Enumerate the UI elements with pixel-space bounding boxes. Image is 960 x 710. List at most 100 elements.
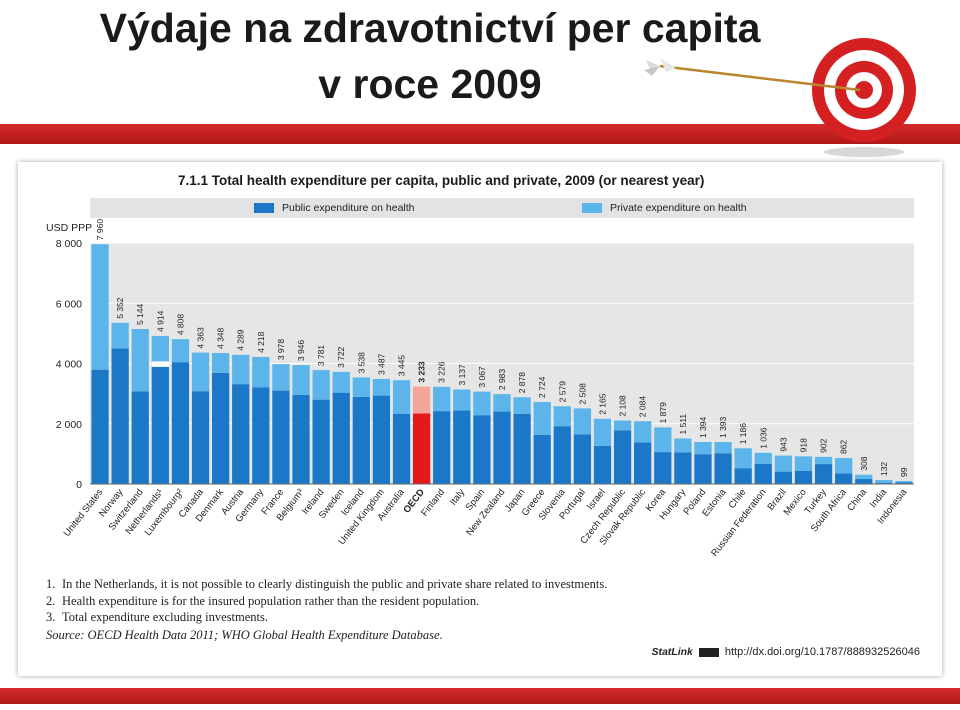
bar-public	[453, 410, 471, 484]
bar-public	[372, 395, 391, 484]
bar-private	[654, 427, 672, 453]
bar-private	[111, 322, 129, 349]
value-label: 2 878	[517, 372, 527, 394]
value-label: 4 348	[216, 327, 226, 349]
value-label: 5 144	[135, 303, 145, 325]
bar-public	[634, 442, 652, 484]
legend-swatch-private	[582, 203, 602, 213]
bar-public	[211, 372, 230, 484]
value-label: 4 808	[175, 314, 185, 336]
value-label: 1 879	[658, 402, 668, 424]
legend-swatch-public	[254, 203, 274, 213]
value-label: 7 960	[95, 219, 105, 241]
value-label: 2 983	[497, 369, 507, 391]
bar-private	[131, 329, 149, 392]
value-label: 3 487	[376, 353, 386, 375]
bar-public	[835, 473, 853, 484]
value-label: 862	[839, 440, 849, 454]
bar-public	[814, 464, 833, 484]
value-label: 2 508	[577, 383, 587, 405]
y-tick-label: 8 000	[56, 238, 82, 250]
bar-private	[232, 354, 250, 385]
bar-private	[171, 339, 190, 363]
bar-private	[573, 408, 592, 435]
bar-public	[171, 362, 190, 484]
bar-public	[533, 434, 551, 484]
bar-public	[774, 471, 793, 484]
value-label: 1 393	[718, 416, 728, 438]
bar-private	[553, 406, 571, 427]
header-divider-bar	[0, 124, 960, 144]
value-label: 2 084	[638, 396, 648, 418]
value-label: 3 722	[336, 346, 346, 368]
value-label: 5 352	[115, 297, 125, 319]
bar-public	[91, 369, 109, 484]
bar-public	[412, 413, 431, 484]
value-label: 3 067	[477, 366, 487, 388]
bar-private	[855, 474, 873, 480]
bar-public	[292, 394, 310, 484]
bar-public	[553, 426, 571, 484]
bar-private	[191, 352, 210, 392]
bar-public	[191, 391, 210, 484]
bar-private	[513, 397, 531, 414]
figure-card: 7.1.1 Total health expenditure per capit…	[18, 162, 942, 676]
value-label: 4 218	[256, 331, 266, 353]
value-label: 4 363	[196, 327, 206, 349]
bar-public	[252, 387, 270, 484]
bar-public	[111, 348, 129, 484]
arrow-icon	[644, 58, 861, 92]
bar-public	[794, 470, 813, 484]
value-label: 132	[879, 462, 889, 476]
legend-label-private: Private expenditure on health	[610, 202, 747, 214]
statlink: StatLink http://dx.doi.org/10.1787/88893…	[651, 646, 920, 658]
bar-private	[433, 386, 451, 412]
bar-public	[875, 482, 893, 484]
value-label: 3 445	[397, 355, 407, 377]
bar-private	[272, 364, 290, 391]
value-label: 3 978	[276, 339, 286, 361]
footnotes: 1. In the Netherlands, it is not possible…	[46, 576, 607, 626]
value-label: 943	[778, 437, 788, 451]
value-label: 2 108	[618, 395, 628, 417]
bar-private	[674, 438, 692, 453]
bar-public	[131, 391, 149, 484]
legend-item-private: Private expenditure on health	[582, 202, 747, 214]
bar-private	[875, 480, 893, 483]
bar-public	[754, 463, 772, 484]
value-label: 3 233	[417, 361, 427, 383]
footer-divider-bar	[0, 688, 960, 704]
bar-private	[332, 371, 350, 393]
bar-public	[473, 415, 491, 484]
bar-private	[91, 244, 109, 370]
value-label: 3 538	[356, 352, 366, 374]
bar-public	[272, 390, 290, 484]
y-tick-label: 2 000	[56, 419, 82, 431]
bar-public	[694, 454, 712, 484]
value-label: 99	[899, 467, 909, 477]
bar-private	[151, 335, 169, 367]
value-label: 308	[859, 456, 869, 470]
bar-public	[654, 452, 672, 484]
value-label: 3 137	[457, 364, 467, 386]
bar-public	[855, 479, 873, 484]
statlink-logo-icon	[698, 647, 719, 657]
bar-private	[835, 458, 853, 474]
bar-private	[392, 380, 411, 414]
bar-unattributed	[151, 361, 169, 367]
bar-private	[453, 389, 471, 411]
bar-public	[573, 434, 592, 484]
bar-private	[593, 418, 612, 446]
value-label: 902	[819, 438, 829, 452]
bar-private	[493, 394, 511, 412]
bar-private	[774, 455, 793, 472]
bar-private	[252, 356, 270, 388]
footnote-2: 2. Health expenditure is for the insured …	[46, 593, 480, 608]
chart-title: 7.1.1 Total health expenditure per capit…	[178, 173, 705, 188]
bar-public	[714, 453, 732, 484]
bar-private	[814, 456, 833, 465]
statlink-url[interactable]: http://dx.doi.org/10.1787/888932526046	[724, 646, 920, 658]
bar-public	[895, 482, 913, 484]
y-tick-label: 0	[76, 479, 82, 491]
